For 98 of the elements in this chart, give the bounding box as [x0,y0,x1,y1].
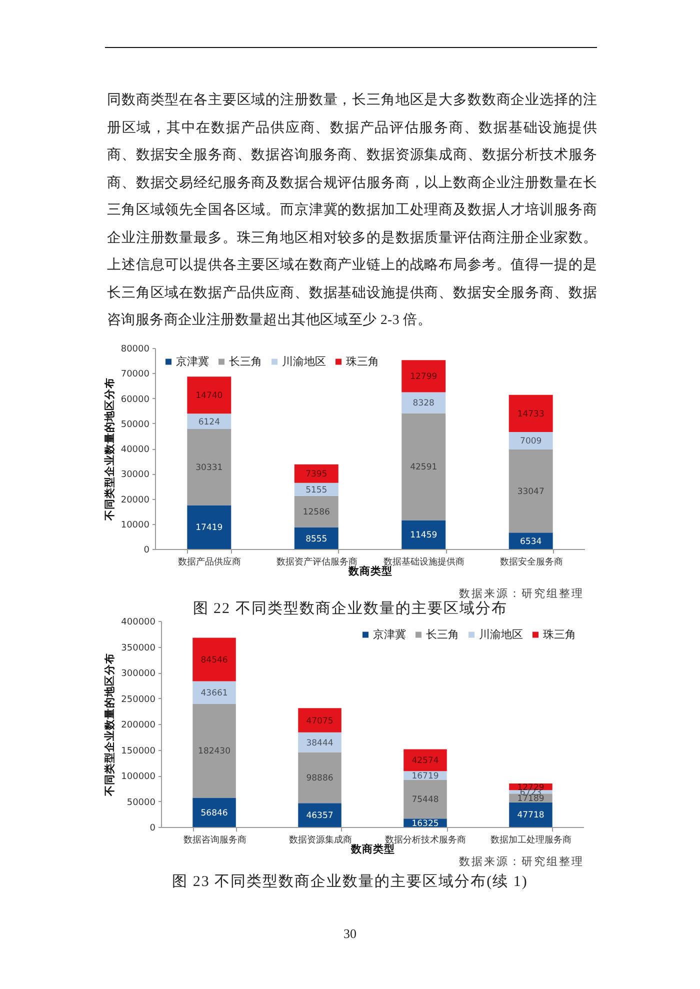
data-label: 56846 [200,808,228,818]
y-tick-label: 70000 [120,370,150,380]
x-tick-label: 数据产品供应商 [178,556,242,568]
bar [402,360,446,392]
data-label: 7009 [520,436,542,447]
legend-label: 京津冀 [373,628,406,641]
y-tick-label: 10000 [120,520,150,530]
y-axis-title: 不同类型企业数量的地区分布 [102,378,116,522]
data-label: 17419 [196,523,223,534]
text: 图 22 不同类型数商企业数量的主要区域分布 [192,600,508,618]
source-note: 数据来源：研究组整理 [458,856,584,869]
text: 图 23 不同类型数商企业数量的主要区域分布(续 1) [171,873,529,891]
y-tick-label: 50000 [126,798,156,808]
data-label: 8328 [412,398,434,409]
data-label: 46357 [306,811,334,822]
y-tick-label: 300000 [121,669,156,679]
data-label: 33047 [517,487,544,498]
data-label: 75448 [412,795,439,806]
data-label: 6124 [198,417,220,428]
data-label: 7395 [306,470,328,480]
data-label: 47075 [306,716,334,726]
source-note: 数据来源：研究组整理 [458,588,584,600]
legend-label: 长三角 [426,628,459,641]
data-label: 43661 [200,688,228,699]
x-axis-title: 数商类型 [350,842,395,856]
bar [192,681,236,704]
data-label: 30331 [196,463,223,474]
y-axis-title: 不同类型企业数量的地区分布 [103,653,116,797]
y-tick-label: 80000 [120,344,150,354]
x-tick-label: 数据基础设施提供商 [384,556,465,568]
x-tick-label: 数据资产评估服务商 [276,556,358,568]
data-label: 42591 [410,462,438,473]
data-label: 12799 [410,372,438,382]
y-tick-label: 200000 [121,720,156,730]
data-label: 17189 [517,794,544,804]
bar [298,803,342,827]
data-label: 182430 [198,746,230,757]
bar [294,496,338,528]
bar [192,704,236,798]
text: 同数商类型在各主要区域的注册数量，长三角地区是大多数数商企业选择的注册区域，其中在数据产品供应商、数据产品评估服务商、数据基础设施提供商、数据安全服务商、数据咨询服务商、数据资源集成商、数据分析技术服务商、数据交易经纪服务商及数据合规评估服务商，以上数商企业注册数量在长三角区域领先全国各区域。而京津冀的数据加工处理商及数据人才培训服务商企业注册数量最多。珠三角地区相对较多的是数据质量评估商注册企业家数。上述信息可以提供各主要区域在数商产业链上的战略布局参考。值得一提的是长三角区域在数据产品供应商、数据基础设施提供商、数据安全服务商、数据咨询服务商企业注册数量超出其他区域至少 2-3 倍。 [107,92,597,327]
bar [298,752,342,804]
text: 30 [342,926,358,942]
bar [402,413,446,520]
y-tick-label: 60000 [120,394,150,405]
bar [404,780,447,819]
y-tick-label: 250000 [121,694,156,705]
x-tick-label: 数据加工处理服务商 [490,834,572,846]
data-label: 38444 [306,738,334,748]
data-label: 11459 [410,530,438,541]
bar [404,749,447,772]
y-tick-label: 40000 [120,445,150,455]
data-label: 8555 [306,534,328,544]
y-tick-label: 0 [144,546,150,556]
bar [294,528,338,549]
bar [508,432,553,450]
data-label: 16719 [412,771,439,782]
bar [402,520,446,549]
legend-label: 珠三角 [346,354,379,368]
data-label: 12586 [302,508,330,518]
bar [187,429,232,506]
legend-label: 长三角 [229,354,262,368]
y-tick-label: 0 [150,824,156,834]
bar [508,532,553,549]
x-axis-title: 数商类型 [348,564,392,578]
bar [508,394,553,432]
bar [294,464,338,483]
bar [509,802,552,827]
y-tick-label: 400000 [121,618,156,628]
data-label: 14733 [517,409,544,420]
legend-label: 川渝地区 [479,628,523,641]
y-tick-label: 100000 [121,772,156,782]
bar [298,708,342,732]
data-label: 42574 [412,756,439,766]
bar [192,638,236,682]
y-tick-label: 20000 [120,495,150,506]
bar [187,376,232,414]
data-label: 6534 [520,536,542,547]
legend-label: 珠三角 [543,628,576,641]
legend-label: 京津冀 [176,354,209,368]
data-label: 16325 [412,818,439,829]
bar [187,414,232,430]
x-tick-label: 数据资源集成商 [288,834,352,846]
legend-label: 川渝地区 [282,354,326,368]
x-tick-label: 数据分析技术服务商 [385,834,466,846]
y-tick-label: 150000 [121,746,156,756]
y-tick-label: 50000 [120,420,150,430]
y-tick-label: 350000 [121,643,156,654]
data-label: 98886 [306,774,334,784]
data-label: 47718 [517,810,544,821]
bar [508,450,553,533]
y-tick-label: 30000 [120,470,150,480]
x-tick-label: 数据咨询服务商 [183,834,246,846]
data-label: 5155 [306,485,328,496]
x-tick-label: 数据安全服务商 [500,556,563,568]
data-label: 14740 [196,391,223,402]
bar [187,505,232,549]
bar [192,798,236,827]
data-label: 84546 [200,656,228,666]
